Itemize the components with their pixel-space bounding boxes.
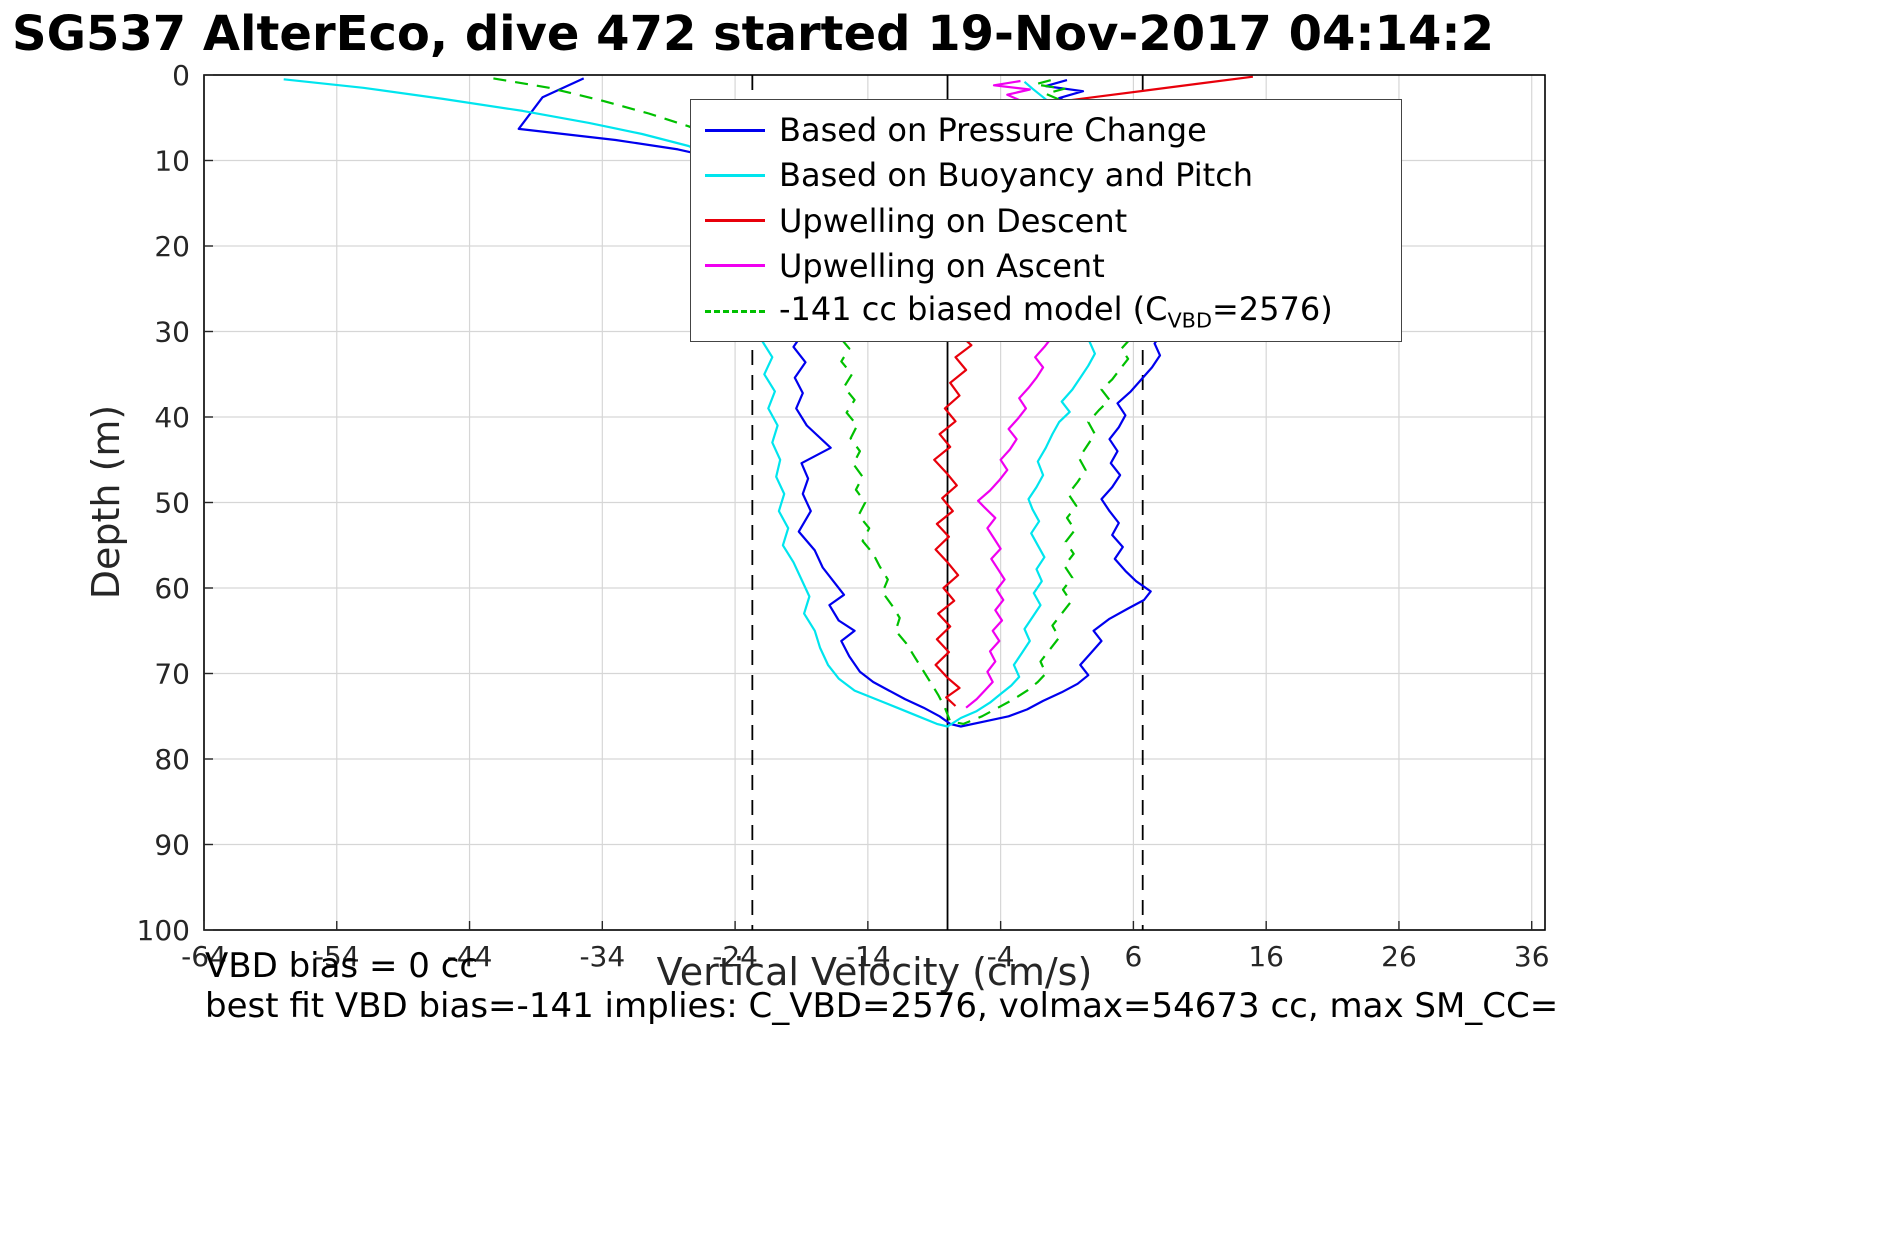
- svg-text:10: 10: [154, 145, 190, 178]
- svg-text:80: 80: [154, 743, 190, 776]
- svg-text:70: 70: [154, 658, 190, 691]
- svg-text:30: 30: [154, 316, 190, 349]
- green-dashed-line-sample: [705, 309, 765, 313]
- red-line-sample: [705, 219, 765, 222]
- legend-item-upwelling-descent: Upwelling on Descent: [705, 199, 1401, 243]
- svg-text:90: 90: [154, 829, 190, 862]
- legend: Based on Pressure Change Based on Buoyan…: [690, 99, 1402, 342]
- svg-text:-14: -14: [845, 940, 891, 973]
- svg-text:-34: -34: [579, 940, 625, 973]
- legend-label: Based on Pressure Change: [779, 111, 1207, 149]
- svg-text:40: 40: [154, 401, 190, 434]
- legend-item-biased-model: -141 cc biased model (CVBD=2576): [705, 289, 1401, 333]
- svg-text:-64: -64: [181, 940, 227, 973]
- svg-text:36: 36: [1514, 940, 1550, 973]
- svg-text:100: 100: [137, 914, 190, 947]
- svg-text:-24: -24: [712, 940, 758, 973]
- svg-text:16: 16: [1248, 940, 1284, 973]
- svg-text:60: 60: [154, 572, 190, 605]
- legend-label: Upwelling on Descent: [779, 201, 1128, 240]
- svg-text:26: 26: [1381, 940, 1417, 973]
- legend-label: -141 cc biased model (CVBD=2576): [779, 289, 1333, 333]
- figure-title: SG537 AlterEco, dive 472 started 19-Nov-…: [12, 6, 1494, 62]
- cyan-line-sample: [705, 173, 765, 177]
- legend-label: Upwelling on Ascent: [779, 246, 1105, 285]
- svg-text:-44: -44: [447, 940, 493, 973]
- svg-text:50: 50: [154, 487, 190, 520]
- blue-line-sample: [705, 128, 765, 132]
- svg-text:-4: -4: [987, 940, 1015, 973]
- svg-text:6: 6: [1124, 940, 1142, 973]
- magenta-line-sample: [705, 264, 765, 268]
- svg-text:-54: -54: [314, 940, 360, 973]
- best-fit-note: best fit VBD bias=-141 implies: C_VBD=25…: [205, 986, 1559, 1026]
- legend-item-buoyancy-pitch: Based on Buoyancy and Pitch: [705, 153, 1401, 197]
- svg-text:0: 0: [172, 59, 190, 92]
- legend-item-upwelling-ascent: Upwelling on Ascent: [705, 244, 1401, 288]
- legend-item-pressure-change: Based on Pressure Change: [705, 108, 1401, 152]
- svg-text:20: 20: [154, 230, 190, 263]
- x-axis-label: Vertical Velocity (cm/s): [656, 950, 1093, 994]
- vbd-bias-note: VBD bias = 0 cc: [205, 946, 479, 986]
- legend-label: Based on Buoyancy and Pitch: [779, 156, 1254, 195]
- y-axis-label: Depth (m): [84, 404, 128, 600]
